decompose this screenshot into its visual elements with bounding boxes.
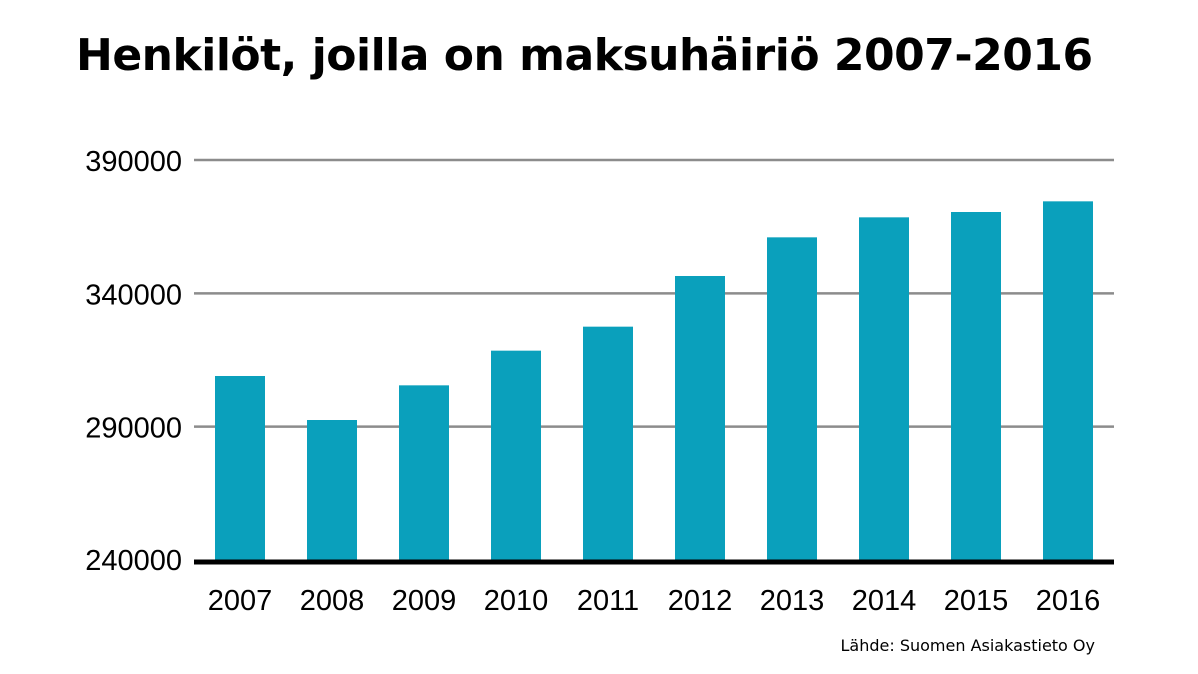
bar-2011: [583, 326, 633, 560]
y-tick-label: 390000: [85, 146, 182, 178]
y-tick-label: 240000: [85, 545, 182, 577]
x-tick-label: 2009: [392, 585, 457, 617]
bar-2016: [1043, 201, 1093, 561]
x-tick-label: 2015: [944, 585, 1009, 617]
bar-2009: [399, 385, 449, 560]
x-tick-label: 2016: [1036, 585, 1101, 617]
bar-2007: [215, 376, 265, 560]
bar-2008: [307, 420, 357, 560]
x-tick-label: 2011: [577, 585, 639, 617]
bar-2015: [951, 212, 1001, 560]
bar-2013: [767, 237, 817, 561]
y-tick-label: 340000: [85, 279, 182, 311]
bar-2012: [675, 276, 725, 560]
y-axis-ticks: 240000 290000 340000 390000: [85, 146, 182, 577]
bar-2010: [491, 350, 541, 560]
x-tick-label: 2014: [852, 585, 917, 617]
bar-2014: [859, 217, 909, 561]
y-tick-label: 290000: [85, 413, 182, 445]
chart-title: Henkilöt, joilla on maksuhäiriö 2007-201…: [76, 30, 1093, 81]
bars: [215, 201, 1093, 561]
x-tick-label: 2010: [484, 585, 549, 617]
x-tick-label: 2008: [300, 585, 365, 617]
source-note: Lähde: Suomen Asiakastieto Oy: [840, 636, 1095, 655]
x-tick-label: 2007: [208, 585, 273, 617]
x-tick-label: 2012: [668, 585, 733, 617]
x-axis-ticks: 2007 2008 2009 2010 2011 2012 2013 2014 2015 2016: [208, 585, 1101, 617]
x-tick-label: 2013: [760, 585, 825, 617]
